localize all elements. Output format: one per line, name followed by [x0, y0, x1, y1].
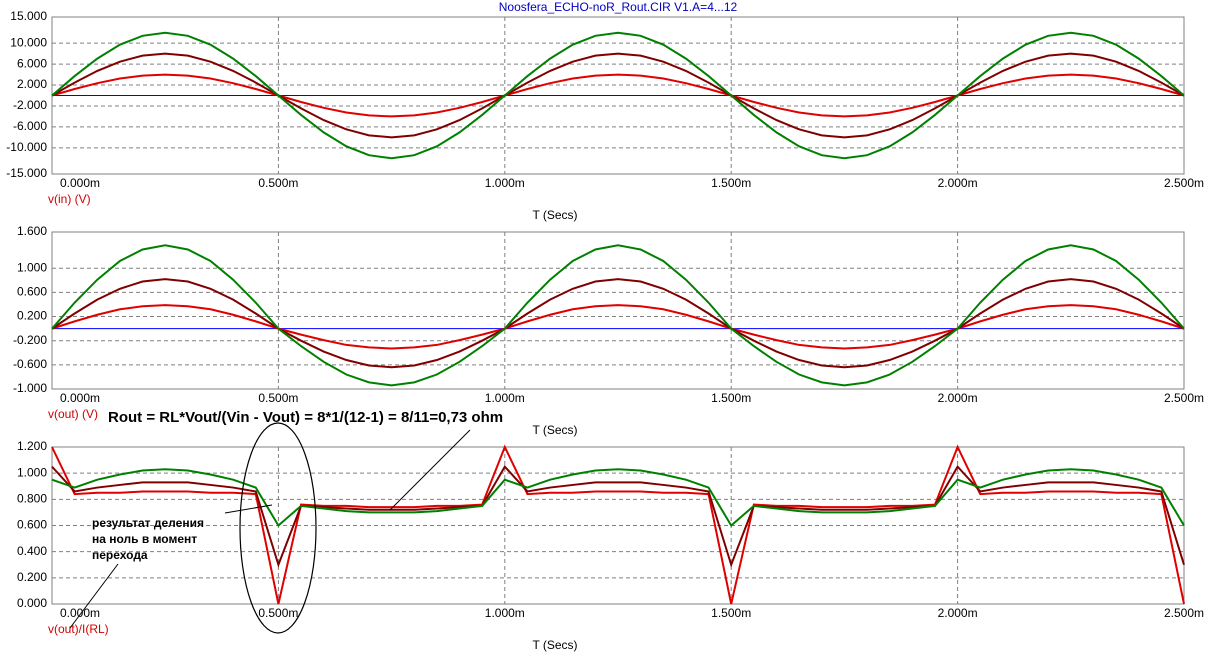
- series-line: [51, 468, 1185, 528]
- x-tick-label: 2.500m: [1164, 391, 1204, 405]
- chart-title: Noosfera_ECHO-noR_Rout.CIR V1.A=4...12: [499, 0, 738, 14]
- y-tick-label: 1.000: [17, 465, 47, 479]
- plot-frame: [51, 231, 1185, 390]
- x-tick-label: 1.500m: [711, 176, 751, 190]
- x-axis-label: T (Secs): [532, 423, 577, 437]
- y-tick-label: -2.000: [13, 98, 47, 112]
- x-tick-label: 2.500m: [1164, 176, 1204, 190]
- x-tick-label: 0.000m: [60, 606, 100, 620]
- y-tick-label: 0.400: [17, 544, 47, 558]
- x-tick-label: 2.000m: [938, 391, 978, 405]
- x-tick-label: 1.000m: [485, 176, 525, 190]
- annotation: на ноль в момент: [92, 532, 197, 546]
- annotation: Rout = RL*Vout/(Vin - Vout) = 8*1/(12-1)…: [108, 409, 503, 426]
- x-axis-label: T (Secs): [532, 208, 577, 222]
- y-tick-label: 1.600: [17, 224, 47, 238]
- series-line: [51, 52, 1185, 139]
- y-tick-label: 0.600: [17, 518, 47, 532]
- y-tick-label: -15.000: [6, 166, 47, 180]
- x-tick-label: 0.500m: [258, 391, 298, 405]
- arrow: [224, 504, 273, 514]
- y-tick-label: 15.000: [10, 9, 47, 23]
- y-tick-label: -1.000: [13, 381, 47, 395]
- series-line: [51, 244, 1185, 387]
- x-tick-label: 2.500m: [1164, 606, 1204, 620]
- y-tick-label: 10.000: [10, 35, 47, 49]
- y-tick-label: -10.000: [6, 140, 47, 154]
- y-tick-label: -0.600: [13, 357, 47, 371]
- y-tick-label: 0.600: [17, 285, 47, 299]
- x-tick-label: 0.500m: [258, 606, 298, 620]
- x-tick-label: 1.000m: [485, 391, 525, 405]
- y-tick-label: 1.200: [17, 439, 47, 453]
- x-tick-label: 2.000m: [938, 176, 978, 190]
- y-tick-label: 0.800: [17, 492, 47, 506]
- y-tick-label: 0.200: [17, 309, 47, 323]
- series-line: [51, 31, 1185, 160]
- series-line: [51, 464, 1185, 568]
- y-tick-label: 2.000: [17, 77, 47, 91]
- x-tick-label: 1.500m: [711, 606, 751, 620]
- y-tick-label: 0.000: [17, 596, 47, 610]
- annotation: результат деления: [92, 516, 204, 530]
- x-tick-label: 2.000m: [938, 606, 978, 620]
- y-axis-label: v(out) (V): [48, 407, 98, 421]
- x-tick-label: 1.500m: [711, 391, 751, 405]
- y-axis-label: v(in) (V): [48, 192, 91, 206]
- series-line: [51, 73, 1185, 118]
- x-tick-label: 0.000m: [60, 391, 100, 405]
- y-tick-label: 0.200: [17, 570, 47, 584]
- x-axis-label: T (Secs): [532, 638, 577, 652]
- annotation: перехода: [92, 548, 148, 562]
- x-tick-label: 1.000m: [485, 606, 525, 620]
- highlight-ellipse: [239, 422, 317, 634]
- y-axis-label: v(out)/I(RL): [48, 622, 109, 636]
- series-line: [51, 444, 1185, 605]
- y-tick-label: -0.200: [13, 333, 47, 347]
- y-tick-label: 1.000: [17, 260, 47, 274]
- arrow: [389, 429, 471, 511]
- y-tick-label: 6.000: [17, 56, 47, 70]
- x-tick-label: 0.500m: [258, 176, 298, 190]
- series-line: [51, 278, 1185, 369]
- y-tick-label: -6.000: [13, 119, 47, 133]
- x-tick-label: 0.000m: [60, 176, 100, 190]
- arrow: [69, 563, 119, 629]
- series-line: [51, 304, 1185, 350]
